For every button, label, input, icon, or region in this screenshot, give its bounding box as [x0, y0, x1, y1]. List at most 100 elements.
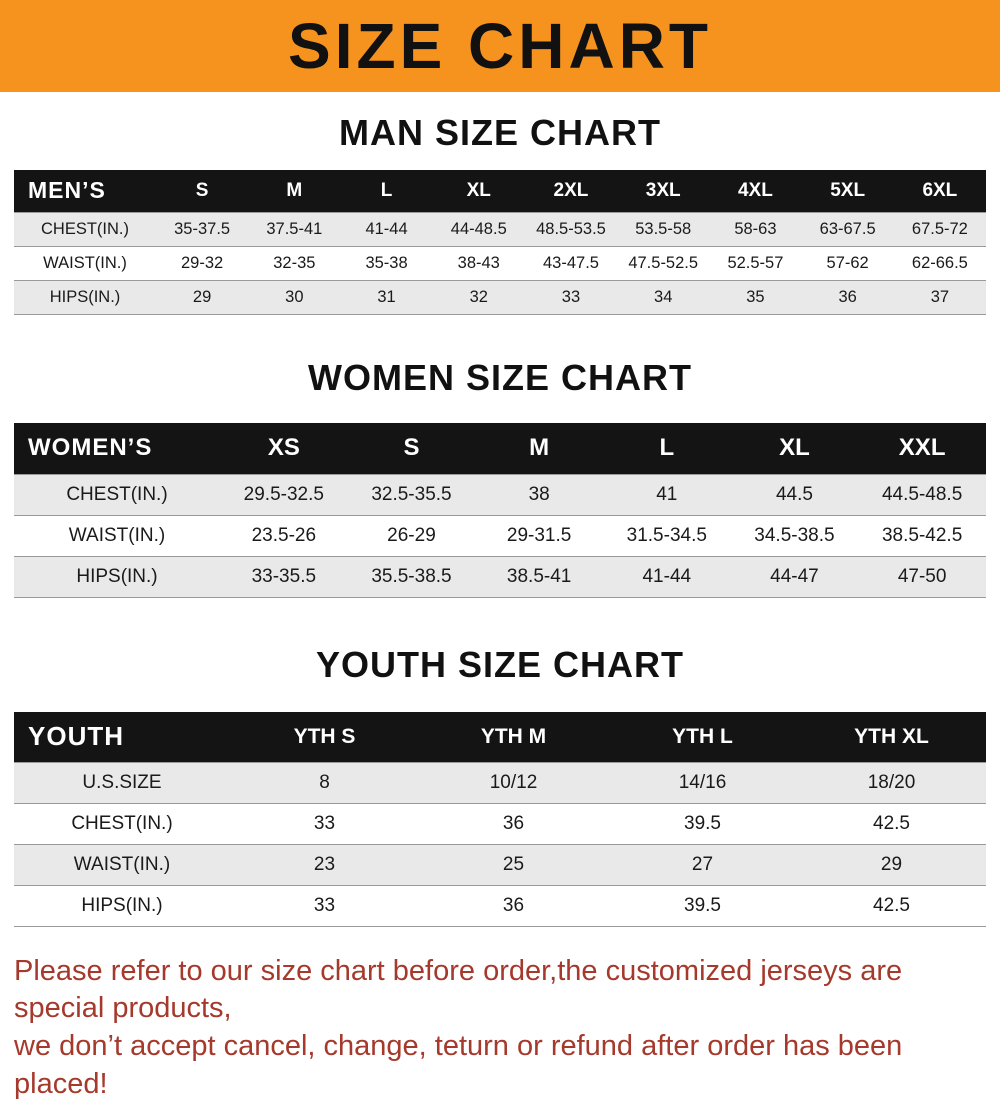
value-cell: 29-31.5 [475, 516, 603, 557]
row-label-cell: CHEST(IN.) [14, 212, 156, 246]
value-cell: 38 [475, 475, 603, 516]
value-cell: 36 [419, 803, 608, 844]
value-cell: 48.5-53.5 [525, 212, 617, 246]
value-cell: 30 [248, 280, 340, 314]
size-header-cell: 3XL [617, 170, 709, 212]
row-label-cell: HIPS(IN.) [14, 885, 230, 926]
row-label-cell: CHEST(IN.) [14, 475, 220, 516]
disclaimer-line-2: we don’t accept cancel, change, teturn o… [14, 1028, 986, 1103]
value-cell: 29-32 [156, 246, 248, 280]
value-cell: 41-44 [603, 557, 731, 598]
value-cell: 41 [603, 475, 731, 516]
value-cell: 33 [230, 885, 419, 926]
value-cell: 29 [797, 844, 986, 885]
value-cell: 38-43 [433, 246, 525, 280]
value-cell: 34.5-38.5 [731, 516, 859, 557]
women-section-heading: WOMEN SIZE CHART [0, 357, 1000, 399]
size-header-cell: M [475, 423, 603, 475]
value-cell: 10/12 [419, 762, 608, 803]
men-section-heading: MAN SIZE CHART [0, 112, 1000, 154]
value-cell: 47-50 [858, 557, 986, 598]
value-cell: 25 [419, 844, 608, 885]
size-header-cell: XL [433, 170, 525, 212]
youth-section-heading: YOUTH SIZE CHART [0, 644, 1000, 686]
value-cell: 32.5-35.5 [348, 475, 476, 516]
value-cell: 32-35 [248, 246, 340, 280]
row-label-cell: U.S.SIZE [14, 762, 230, 803]
table-title-cell: YOUTH [14, 712, 230, 762]
value-cell: 36 [802, 280, 894, 314]
value-cell: 14/16 [608, 762, 797, 803]
value-cell: 53.5-58 [617, 212, 709, 246]
size-header-cell: M [248, 170, 340, 212]
size-header-cell: YTH S [230, 712, 419, 762]
size-header-cell: YTH M [419, 712, 608, 762]
value-cell: 42.5 [797, 885, 986, 926]
size-header-cell: S [156, 170, 248, 212]
value-cell: 41-44 [340, 212, 432, 246]
value-cell: 43-47.5 [525, 246, 617, 280]
value-cell: 44.5-48.5 [858, 475, 986, 516]
value-cell: 29.5-32.5 [220, 475, 348, 516]
size-header-cell: YTH L [608, 712, 797, 762]
size-header-cell: 4XL [709, 170, 801, 212]
disclaimer-line-1: Please refer to our size chart before or… [14, 953, 986, 1028]
value-cell: 57-62 [802, 246, 894, 280]
value-cell: 33-35.5 [220, 557, 348, 598]
size-header-cell: 2XL [525, 170, 617, 212]
row-label-cell: WAIST(IN.) [14, 844, 230, 885]
value-cell: 44-47 [731, 557, 859, 598]
row-label-cell: WAIST(IN.) [14, 246, 156, 280]
banner-title: SIZE CHART [288, 9, 712, 83]
value-cell: 33 [230, 803, 419, 844]
value-cell: 35.5-38.5 [348, 557, 476, 598]
value-cell: 38.5-42.5 [858, 516, 986, 557]
value-cell: 58-63 [709, 212, 801, 246]
value-cell: 39.5 [608, 885, 797, 926]
size-header-cell: XS [220, 423, 348, 475]
value-cell: 63-67.5 [802, 212, 894, 246]
value-cell: 23.5-26 [220, 516, 348, 557]
value-cell: 67.5-72 [894, 212, 986, 246]
value-cell: 33 [525, 280, 617, 314]
value-cell: 44.5 [731, 475, 859, 516]
row-label-cell: WAIST(IN.) [14, 516, 220, 557]
value-cell: 62-66.5 [894, 246, 986, 280]
value-cell: 31 [340, 280, 432, 314]
value-cell: 32 [433, 280, 525, 314]
row-label-cell: HIPS(IN.) [14, 280, 156, 314]
value-cell: 37.5-41 [248, 212, 340, 246]
size-header-cell: 5XL [802, 170, 894, 212]
value-cell: 36 [419, 885, 608, 926]
value-cell: 29 [156, 280, 248, 314]
row-label-cell: HIPS(IN.) [14, 557, 220, 598]
disclaimer-text: Please refer to our size chart before or… [14, 953, 986, 1103]
size-header-cell: XL [731, 423, 859, 475]
size-header-cell: L [603, 423, 731, 475]
size-header-cell: S [348, 423, 476, 475]
value-cell: 35-37.5 [156, 212, 248, 246]
value-cell: 38.5-41 [475, 557, 603, 598]
value-cell: 52.5-57 [709, 246, 801, 280]
value-cell: 8 [230, 762, 419, 803]
value-cell: 42.5 [797, 803, 986, 844]
value-cell: 35 [709, 280, 801, 314]
